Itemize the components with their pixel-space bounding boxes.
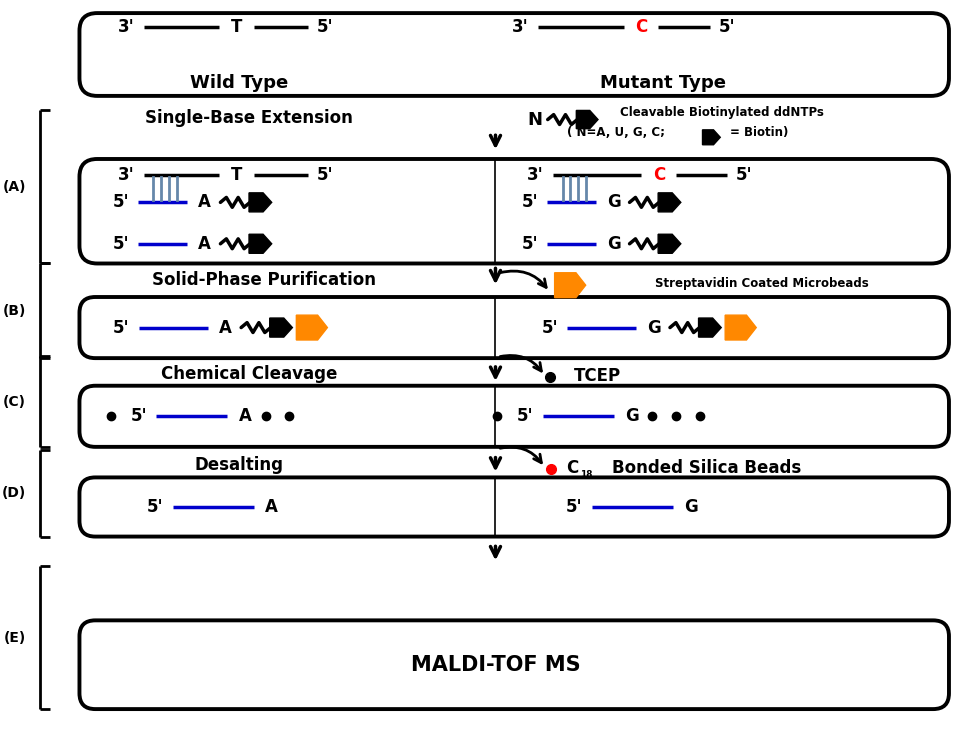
Text: 5': 5' xyxy=(522,193,538,211)
Text: 5': 5' xyxy=(147,498,164,516)
Text: C: C xyxy=(636,18,647,36)
Polygon shape xyxy=(270,318,292,337)
Text: Single-Base Extension: Single-Base Extension xyxy=(145,109,353,126)
Text: T: T xyxy=(230,166,242,184)
FancyBboxPatch shape xyxy=(79,297,949,358)
Text: T: T xyxy=(230,18,242,36)
Text: Solid-Phase Purification: Solid-Phase Purification xyxy=(152,272,375,289)
Text: Wild Type: Wild Type xyxy=(190,74,289,92)
FancyBboxPatch shape xyxy=(79,477,949,537)
Text: 5': 5' xyxy=(317,166,333,184)
Text: = Biotin): = Biotin) xyxy=(730,126,789,139)
Text: 5': 5' xyxy=(131,407,147,425)
Text: (D): (D) xyxy=(2,486,26,500)
Polygon shape xyxy=(725,315,757,340)
Text: 3': 3' xyxy=(526,166,543,184)
Text: Bonded Silica Beads: Bonded Silica Beads xyxy=(611,459,801,476)
Text: G: G xyxy=(606,235,621,252)
Text: C: C xyxy=(653,166,665,184)
Polygon shape xyxy=(555,273,586,297)
FancyBboxPatch shape xyxy=(79,13,949,96)
Text: C: C xyxy=(566,459,579,476)
Text: Streptavidin Coated Microbeads: Streptavidin Coated Microbeads xyxy=(655,277,869,290)
Text: 5': 5' xyxy=(719,18,735,36)
Text: TCEP: TCEP xyxy=(574,367,621,385)
Text: 5': 5' xyxy=(317,18,333,36)
Text: 18: 18 xyxy=(580,470,593,479)
Polygon shape xyxy=(576,110,598,128)
FancyBboxPatch shape xyxy=(79,620,949,709)
Text: ( N=A, U, G, C;: ( N=A, U, G, C; xyxy=(566,126,665,139)
Text: G: G xyxy=(625,407,639,425)
Text: 3': 3' xyxy=(117,18,135,36)
Text: 5': 5' xyxy=(541,319,558,337)
Text: Desalting: Desalting xyxy=(195,456,284,473)
Text: MALDI-TOF MS: MALDI-TOF MS xyxy=(410,655,580,675)
Text: 5': 5' xyxy=(112,235,129,252)
Text: A: A xyxy=(219,319,232,337)
Polygon shape xyxy=(698,318,722,337)
Text: (C): (C) xyxy=(3,394,26,409)
Text: 3': 3' xyxy=(117,166,135,184)
Polygon shape xyxy=(249,234,272,253)
Text: Mutant Type: Mutant Type xyxy=(600,74,726,92)
Polygon shape xyxy=(658,193,681,212)
Text: A: A xyxy=(239,407,252,425)
Text: 3': 3' xyxy=(512,18,528,36)
Text: 5': 5' xyxy=(517,407,533,425)
Text: (B): (B) xyxy=(3,304,26,318)
Polygon shape xyxy=(658,234,681,253)
Text: G: G xyxy=(647,319,661,337)
Text: A: A xyxy=(198,235,212,252)
Text: G: G xyxy=(683,498,697,516)
Text: 5': 5' xyxy=(112,319,129,337)
Polygon shape xyxy=(703,130,721,145)
Text: A: A xyxy=(265,498,278,516)
FancyArrowPatch shape xyxy=(500,447,541,462)
Text: G: G xyxy=(606,193,621,211)
Text: 5': 5' xyxy=(112,193,129,211)
Text: 5': 5' xyxy=(735,166,753,184)
Text: 5': 5' xyxy=(566,498,583,516)
Polygon shape xyxy=(249,193,272,212)
Text: A: A xyxy=(198,193,212,211)
FancyBboxPatch shape xyxy=(79,159,949,264)
Text: (A): (A) xyxy=(3,180,26,194)
FancyBboxPatch shape xyxy=(79,386,949,447)
Text: (E): (E) xyxy=(4,631,26,645)
Text: Chemical Cleavage: Chemical Cleavage xyxy=(161,365,337,383)
FancyArrowPatch shape xyxy=(500,271,546,288)
FancyArrowPatch shape xyxy=(500,355,541,371)
Polygon shape xyxy=(296,315,328,340)
Text: N: N xyxy=(527,111,542,128)
Text: Cleavable Biotinylated ddNTPs: Cleavable Biotinylated ddNTPs xyxy=(620,106,824,119)
Text: 5': 5' xyxy=(522,235,538,252)
